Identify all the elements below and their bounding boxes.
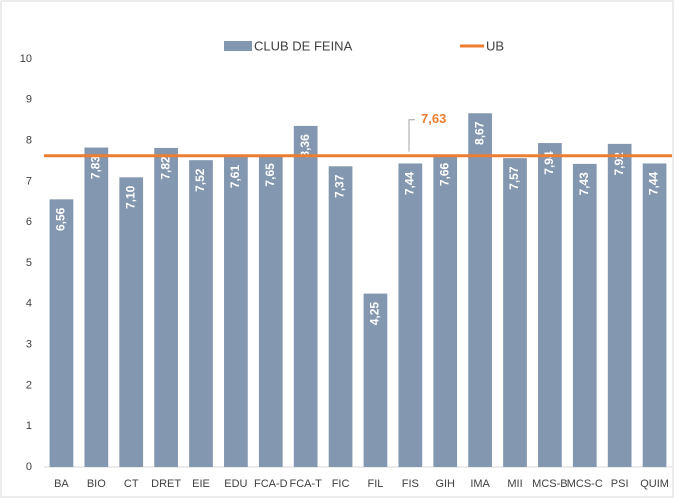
data-label: 7,10 (123, 185, 137, 209)
data-label: 7,92 (612, 152, 626, 176)
data-label: 7,52 (193, 168, 207, 192)
bar (642, 163, 667, 467)
bar (154, 147, 178, 467)
data-label: 8,36 (298, 134, 312, 158)
bar (224, 156, 248, 467)
y-tick-label: 9 (26, 94, 32, 106)
x-tick-label: FIS (402, 478, 419, 490)
legend-label: CLUB DE FEINA (254, 38, 353, 53)
legend-label: UB (486, 38, 504, 53)
bar (398, 163, 423, 467)
data-label: 7,61 (228, 165, 242, 189)
y-tick-label: 5 (26, 257, 32, 269)
y-tick-label: 6 (26, 216, 32, 228)
reference-label: 7,63 (421, 111, 446, 126)
leader-line (408, 119, 415, 152)
y-tick-label: 7 (26, 175, 32, 187)
data-label: 7,65 (263, 163, 277, 187)
y-tick-label: 10 (20, 53, 32, 65)
data-label: 6,56 (54, 207, 68, 231)
x-tick-label: QUIM (640, 478, 669, 490)
x-tick-label: MCS-B (532, 478, 567, 490)
data-label: 7,83 (89, 156, 103, 180)
x-tick-label: BIO (87, 478, 106, 490)
bar (433, 154, 458, 468)
y-tick-label: 0 (26, 461, 32, 473)
bar (189, 160, 213, 467)
bar (84, 147, 109, 467)
x-tick-label: FIL (367, 478, 383, 490)
data-label: 7,44 (403, 171, 417, 195)
x-tick-label: BA (54, 478, 69, 490)
y-tick-label: 3 (26, 339, 32, 351)
y-tick-label: 1 (26, 420, 32, 432)
y-tick-label: 4 (26, 298, 32, 310)
bar (49, 199, 74, 468)
y-tick-label: 2 (26, 379, 32, 391)
x-tick-label: EIE (192, 478, 210, 490)
x-tick-label: IMA (470, 478, 490, 490)
x-tick-label: DRET (151, 478, 181, 490)
bar (503, 158, 527, 468)
x-tick-label: GIH (435, 478, 455, 490)
data-label: 7,66 (437, 162, 451, 186)
data-label: 7,57 (507, 166, 521, 190)
data-label: 7,37 (333, 174, 347, 198)
bar (328, 166, 353, 467)
x-tick-label: EDU (224, 478, 247, 490)
x-tick-label: FCA-D (254, 478, 288, 490)
bar (119, 177, 144, 467)
legend-swatch (224, 41, 252, 51)
x-tick-label: MCS-C (567, 478, 603, 490)
x-tick-label: PSI (611, 478, 629, 490)
x-tick-label: CT (124, 478, 139, 490)
data-label: 7,44 (647, 171, 661, 195)
bar (363, 293, 388, 467)
data-label: 7,43 (577, 172, 591, 196)
bar (293, 125, 318, 468)
bar (607, 143, 632, 467)
x-tick-label: FIC (332, 478, 350, 490)
data-label: 8,67 (472, 121, 486, 145)
bar (468, 113, 492, 467)
bar (572, 163, 597, 467)
x-tick-label: FCA-T (289, 478, 322, 490)
data-label: 7,82 (158, 156, 172, 180)
bar (538, 143, 562, 467)
x-tick-label: MII (507, 478, 522, 490)
bar (258, 154, 283, 467)
data-label: 4,25 (368, 302, 382, 326)
y-tick-label: 8 (26, 135, 32, 147)
